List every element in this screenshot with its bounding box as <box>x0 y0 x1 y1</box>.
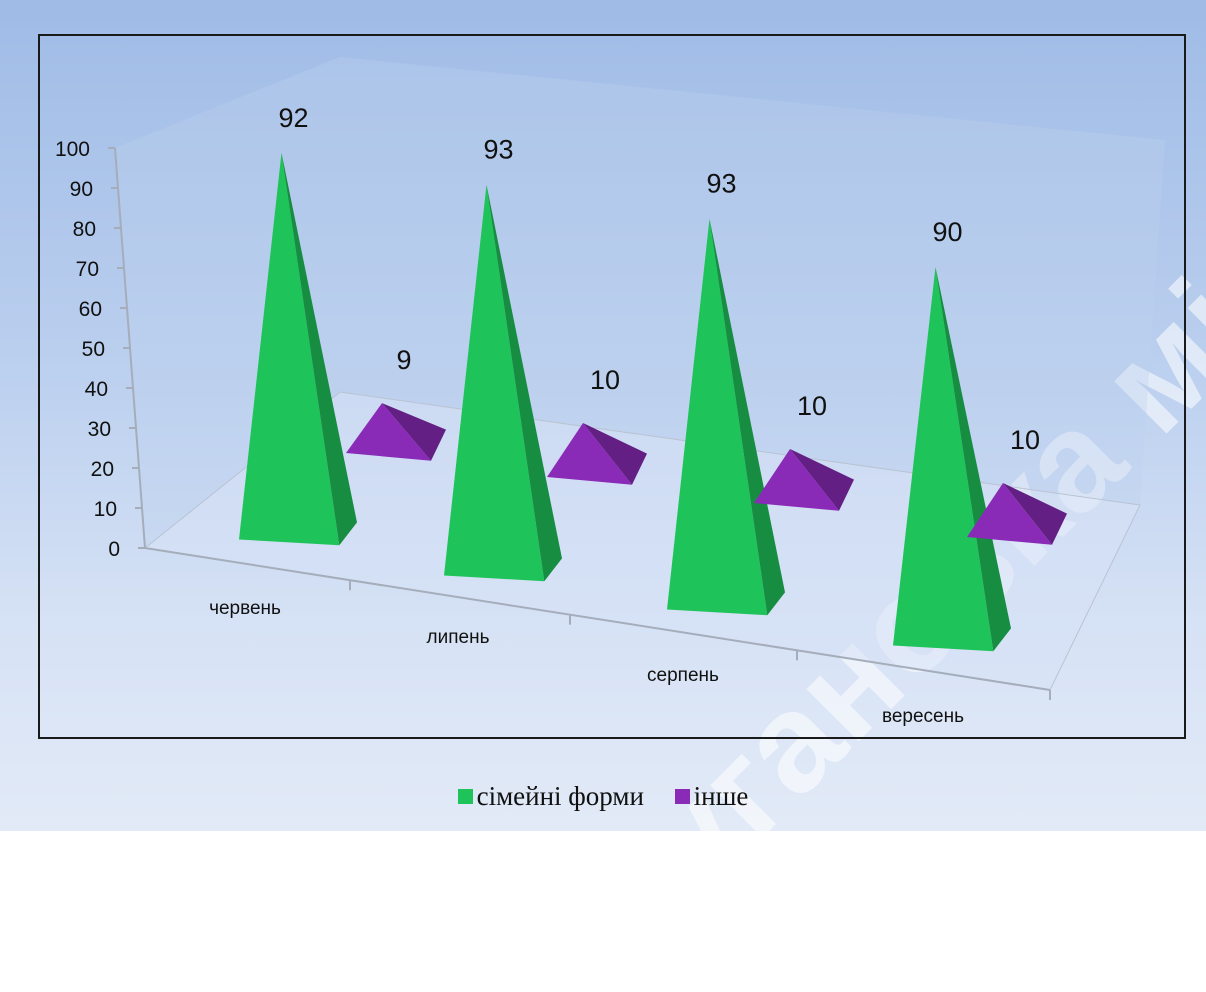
bar-series-2 <box>547 423 647 485</box>
y-tick-label: 100 <box>55 138 90 161</box>
data-label-series-1: 92 <box>278 103 308 133</box>
legend-item-series-2: інше <box>674 781 749 812</box>
bar-series-1 <box>239 152 357 546</box>
bar-series-1 <box>893 267 1011 652</box>
y-tick-label: 30 <box>88 418 111 441</box>
data-label-series-2: 9 <box>396 345 411 375</box>
y-tick-label: 0 <box>108 538 120 561</box>
bar-series-2 <box>346 403 446 461</box>
y-tick-label: 90 <box>70 178 93 201</box>
y-tick-label: 40 <box>85 378 108 401</box>
data-label-series-2: 10 <box>590 365 620 395</box>
x-category-label: вересень <box>882 706 964 727</box>
x-axis-line <box>144 547 1051 691</box>
bar-series-2 <box>754 449 854 511</box>
y-tick-label: 80 <box>73 218 96 241</box>
data-label-series-2: 10 <box>1010 425 1040 455</box>
bar-series-1 <box>444 184 562 582</box>
data-label-series-2: 10 <box>797 391 827 421</box>
legend-swatch-series-1 <box>457 789 473 804</box>
data-label-series-1: 93 <box>706 169 736 199</box>
plot-area-frame <box>38 34 1186 739</box>
chart-figure: Луганська міська ВШ 01020304050607080901… <box>0 0 1206 831</box>
data-label-series-1: 93 <box>483 135 513 165</box>
bar-series-1 <box>667 218 785 616</box>
legend: сімейні форми інше <box>0 780 1206 812</box>
chart-canvas: 0 10 20 30 40 50 60 70 80 90 100 червень липень серпе… <box>55 57 1165 727</box>
x-category-label: липень <box>427 627 490 648</box>
y-tick-label: 10 <box>94 498 117 521</box>
data-label-series-1: 90 <box>932 217 962 247</box>
legend-swatch-series-2 <box>674 789 690 804</box>
bar-series-2 <box>967 483 1067 545</box>
legend-label-series-1: сімейні форми <box>476 781 644 811</box>
y-tick-label: 70 <box>76 258 99 281</box>
x-category-label: червень <box>209 598 281 619</box>
y-tick-label: 20 <box>91 458 114 481</box>
y-tick-label: 50 <box>82 338 105 361</box>
legend-item-series-1: сімейні форми <box>457 781 644 812</box>
legend-label-series-2: інше <box>693 781 749 811</box>
x-category-label: серпень <box>647 665 719 686</box>
back-wall <box>115 57 1165 548</box>
y-tick-label: 60 <box>79 298 102 321</box>
chart-background <box>0 0 1206 831</box>
